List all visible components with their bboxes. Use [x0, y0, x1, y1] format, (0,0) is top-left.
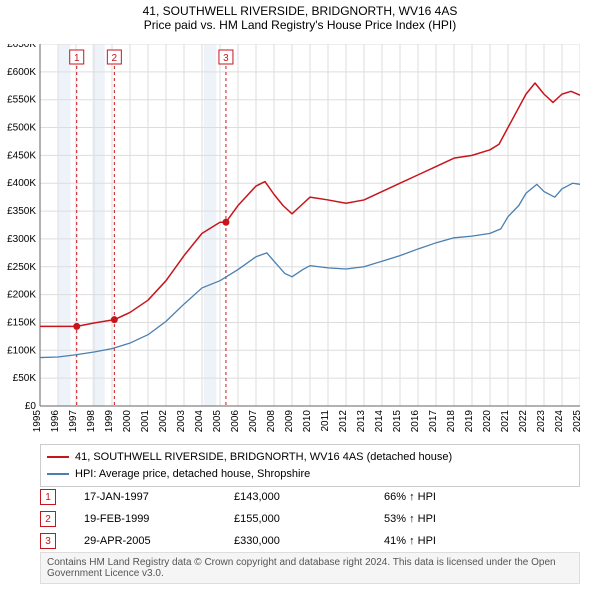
legend-row-2: HPI: Average price, detached house, Shro…: [47, 466, 573, 483]
svg-text:1998: 1998: [86, 410, 97, 433]
svg-text:£350K: £350K: [7, 206, 36, 217]
svg-text:1995: 1995: [32, 410, 43, 433]
legend-label-hpi: HPI: Average price, detached house, Shro…: [75, 466, 310, 483]
svg-text:2011: 2011: [320, 410, 331, 432]
svg-text:2007: 2007: [248, 410, 259, 433]
svg-text:£250K: £250K: [7, 262, 36, 273]
tx-price-1: £143,000: [234, 491, 384, 503]
tx-pct-3: 41% ↑ HPI: [384, 535, 504, 547]
table-row: 1 17-JAN-1997 £143,000 66% ↑ HPI: [40, 486, 580, 508]
svg-text:2009: 2009: [284, 410, 295, 433]
svg-text:2003: 2003: [176, 410, 187, 433]
svg-text:£200K: £200K: [7, 290, 36, 301]
tx-date-3: 29-APR-2005: [84, 535, 234, 547]
svg-text:2008: 2008: [266, 410, 277, 433]
svg-text:2014: 2014: [374, 410, 385, 433]
chart-area: £0£50K£100K£150K£200K£250K£300K£350K£400…: [40, 44, 580, 434]
tx-pct-2: 53% ↑ HPI: [384, 513, 504, 525]
legend-swatch-price: [47, 456, 69, 458]
svg-text:£50K: £50K: [13, 373, 37, 384]
svg-text:2000: 2000: [122, 410, 133, 433]
svg-text:1999: 1999: [104, 410, 115, 433]
svg-text:2016: 2016: [410, 410, 421, 433]
svg-text:£300K: £300K: [7, 234, 36, 245]
tx-marker-1: 1: [40, 489, 56, 505]
table-row: 2 19-FEB-1999 £155,000 53% ↑ HPI: [40, 508, 580, 530]
svg-text:£450K: £450K: [7, 150, 36, 161]
tx-price-3: £330,000: [234, 535, 384, 547]
svg-text:2015: 2015: [392, 410, 403, 433]
svg-text:2022: 2022: [518, 410, 529, 433]
svg-text:3: 3: [223, 53, 229, 64]
svg-text:£650K: £650K: [7, 44, 36, 50]
svg-text:£100K: £100K: [7, 345, 36, 356]
tx-marker-2: 2: [40, 511, 56, 527]
svg-text:2002: 2002: [158, 410, 169, 433]
svg-text:1996: 1996: [50, 410, 61, 433]
tx-marker-3: 3: [40, 533, 56, 549]
svg-text:2006: 2006: [230, 410, 241, 433]
svg-text:£150K: £150K: [7, 317, 36, 328]
svg-text:£400K: £400K: [7, 178, 36, 189]
chart-svg: £0£50K£100K£150K£200K£250K£300K£350K£400…: [2, 44, 580, 434]
svg-text:2004: 2004: [194, 410, 205, 433]
chart-container: 41, SOUTHWELL RIVERSIDE, BRIDGNORTH, WV1…: [0, 0, 600, 590]
tx-date-2: 19-FEB-1999: [84, 513, 234, 525]
svg-text:2019: 2019: [464, 410, 475, 433]
title-block: 41, SOUTHWELL RIVERSIDE, BRIDGNORTH, WV1…: [0, 0, 600, 32]
legend-row-1: 41, SOUTHWELL RIVERSIDE, BRIDGNORTH, WV1…: [47, 449, 573, 466]
svg-text:2013: 2013: [356, 410, 367, 433]
svg-text:2023: 2023: [536, 410, 547, 433]
tx-date-1: 17-JAN-1997: [84, 491, 234, 503]
svg-text:2020: 2020: [482, 410, 493, 433]
transactions-table: 1 17-JAN-1997 £143,000 66% ↑ HPI 2 19-FE…: [40, 486, 580, 552]
table-row: 3 29-APR-2005 £330,000 41% ↑ HPI: [40, 530, 580, 552]
svg-text:2017: 2017: [428, 410, 439, 433]
tx-pct-1: 66% ↑ HPI: [384, 491, 504, 503]
footer-attribution: Contains HM Land Registry data © Crown c…: [40, 552, 580, 584]
legend-swatch-hpi: [47, 473, 69, 475]
title-line-1: 41, SOUTHWELL RIVERSIDE, BRIDGNORTH, WV1…: [0, 4, 600, 18]
svg-text:2: 2: [112, 53, 118, 64]
svg-text:2024: 2024: [554, 410, 565, 433]
svg-text:2018: 2018: [446, 410, 457, 433]
svg-text:2010: 2010: [302, 410, 313, 433]
svg-text:£500K: £500K: [7, 123, 36, 134]
svg-text:2005: 2005: [212, 410, 223, 433]
svg-text:£550K: £550K: [7, 95, 36, 106]
legend-box: 41, SOUTHWELL RIVERSIDE, BRIDGNORTH, WV1…: [40, 444, 580, 487]
legend-label-price: 41, SOUTHWELL RIVERSIDE, BRIDGNORTH, WV1…: [75, 449, 452, 466]
svg-text:2012: 2012: [338, 410, 349, 433]
tx-price-2: £155,000: [234, 513, 384, 525]
title-line-2: Price paid vs. HM Land Registry's House …: [0, 18, 600, 32]
svg-text:£600K: £600K: [7, 67, 36, 78]
svg-text:2025: 2025: [572, 410, 580, 433]
svg-text:1: 1: [74, 53, 80, 64]
svg-text:1997: 1997: [68, 410, 79, 433]
svg-text:2001: 2001: [140, 410, 151, 433]
svg-text:2021: 2021: [500, 410, 511, 433]
